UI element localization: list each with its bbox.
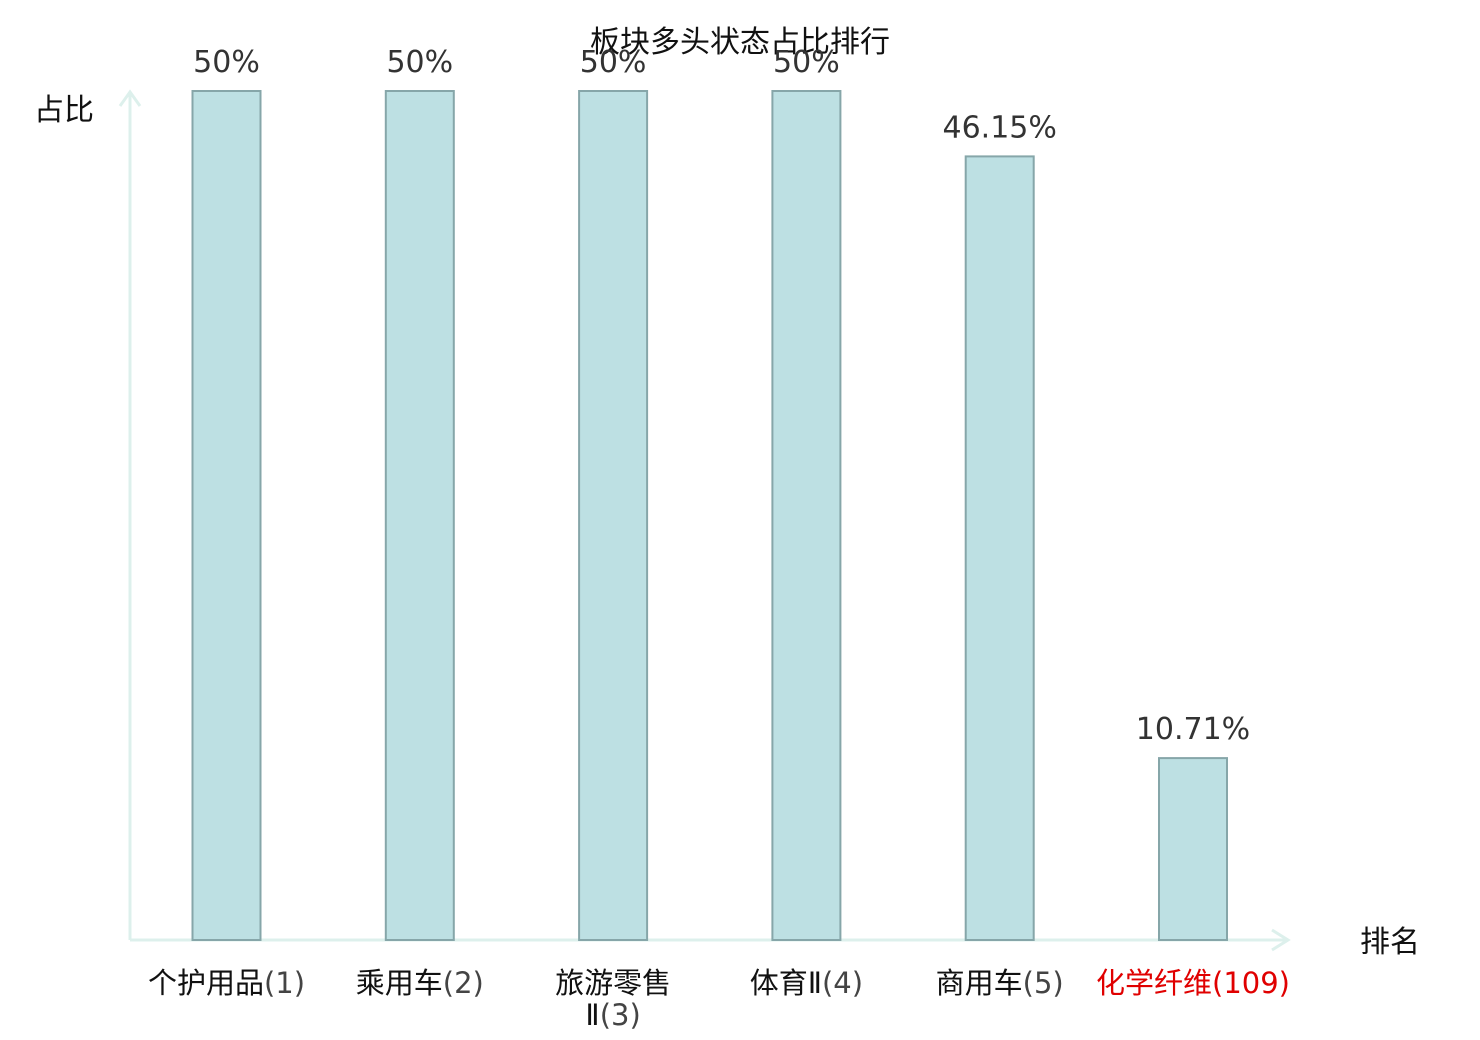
bar-value-label: 50%: [386, 45, 453, 80]
category-label: 商用车(5): [936, 966, 1064, 1000]
chart-title: 板块多头状态占比排行: [590, 25, 890, 60]
x-axis: [130, 928, 1291, 952]
x-axis-arrow-icon: [1271, 928, 1291, 952]
category-name: 乘用车: [356, 966, 443, 1000]
bar-value-label: 50%: [580, 45, 647, 80]
bar-value-label: 46.15%: [943, 110, 1057, 145]
category-label: 旅游零售 Ⅱ(3): [555, 966, 671, 1032]
category-name: 化学纤维: [1096, 966, 1212, 1000]
bar: [964, 155, 1035, 941]
category-rank: (109): [1212, 966, 1290, 1000]
bar: [191, 90, 262, 941]
category-label: 体育Ⅱ(4): [750, 966, 863, 1000]
bar: [1158, 757, 1228, 941]
category-rank: (5): [1023, 966, 1064, 1000]
category-label: 化学纤维(109): [1096, 966, 1290, 1000]
y-axis: [118, 89, 142, 940]
category-name: 旅游零售: [555, 966, 671, 1000]
category-rank: (3): [600, 998, 641, 1032]
y-axis-arrow-icon: [118, 89, 142, 107]
category-rank: (2): [443, 966, 484, 1000]
category-rank: (4): [822, 966, 863, 1000]
y-axis-label: 占比: [34, 93, 94, 128]
category-name: 体育Ⅱ: [750, 966, 822, 1000]
category-name: 商用车: [936, 966, 1023, 1000]
category-label: 个护用品(1): [148, 966, 305, 1000]
category-name-line2: Ⅱ: [585, 998, 599, 1032]
category-label: 乘用车(2): [356, 966, 484, 1000]
bar-series: [191, 90, 1228, 941]
bar: [771, 90, 842, 941]
category-name: 个护用品: [148, 966, 264, 1000]
bar-value-label: 10.71%: [1136, 712, 1250, 747]
bar-value-label: 50%: [193, 45, 260, 80]
x-axis-label: 排名: [1360, 925, 1420, 960]
value-labels: 50% 50% 50% 50% 46.15% 10.71%: [193, 45, 1250, 747]
bar: [384, 90, 455, 941]
category-labels: 个护用品(1) 乘用车(2) 旅游零售 Ⅱ(3) 体育Ⅱ(4) 商用车(5) 化学纤维(10…: [148, 966, 1290, 1032]
bar-value-label: 50%: [773, 45, 840, 80]
category-rank: (1): [264, 966, 305, 1000]
bar: [578, 90, 649, 941]
